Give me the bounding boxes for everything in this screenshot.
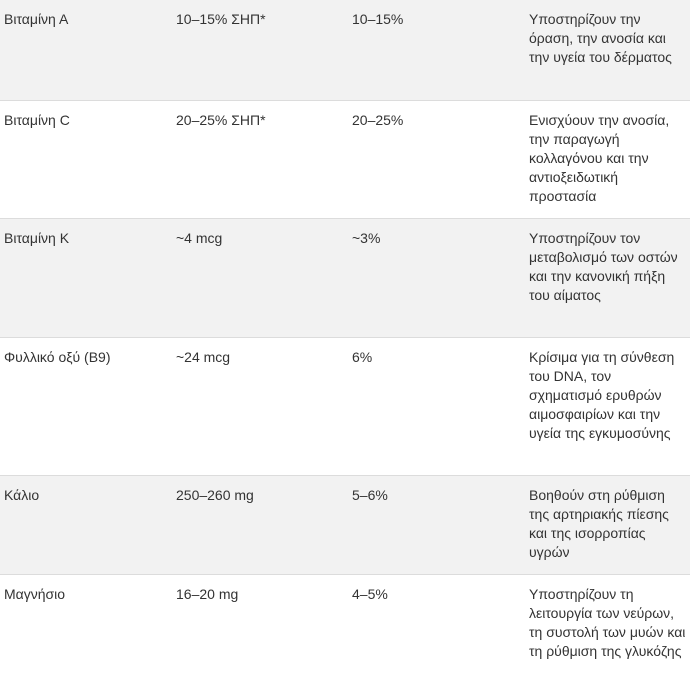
table-cell: 16–20 mg	[176, 585, 239, 602]
table-cell: ~24 mcg	[176, 348, 231, 365]
table-cell: 10–15% ΣΗΠ*	[176, 11, 266, 27]
table-cell: 250–260 mg	[176, 486, 254, 503]
table-cell: Κρίσιμα για τη σύνθεση του DNA, τον σχημ…	[529, 348, 675, 442]
table-cell: 20–25% ΣΗΠ*	[176, 111, 266, 128]
table-cell: Φυλλικό οξύ (B9)	[4, 348, 111, 365]
table-cell: Υποστηρίζουν τη λειτουργία των νεύρων, τ…	[529, 585, 686, 660]
table-cell: Βιταμίνη Α	[4, 11, 69, 27]
table-cell: 20–25%	[352, 111, 404, 128]
table-cell: ~3%	[352, 229, 381, 246]
table-row: Φυλλικό οξύ (B9) ~24 mcg 6% Κρίσιμα για τη …	[0, 337, 690, 475]
table-cell: 5–6%	[352, 486, 388, 503]
table-cell: Μαγνήσιο	[4, 585, 66, 602]
table-cell: Βοηθούν στη ρύθμιση της αρτηριακής πίεση…	[529, 486, 669, 561]
table-row: Κάλιο 250–260 mg 5–6% Βοηθούν στη ρύθμιση τ…	[0, 475, 690, 574]
table-cell: Υποστηρίζουν την όραση, την ανοσία και τ…	[529, 11, 672, 66]
table-cell: Υποστηρίζουν τον μεταβολισμό των οστών κ…	[529, 229, 678, 304]
table-cell: Βιταμίνη C	[4, 111, 70, 128]
table-row: Βιταμίνη C 20–25% ΣΗΠ* 20–25% Ενισχύουν την…	[0, 100, 690, 218]
table-row: Μαγνήσιο 16–20 mg 4–5% Υποστηρίζουν τη λειτ…	[0, 574, 690, 689]
table-cell: 10–15%	[352, 11, 404, 27]
table-cell: Βιταμίνη K	[4, 229, 70, 246]
table-row: Βιταμίνη K ~4 mcg ~3% Υποστηρίζουν τον μετα…	[0, 218, 690, 337]
table-cell: Ενισχύουν την ανοσία, την παραγωγή κολλα…	[529, 111, 670, 205]
table-cell: Κάλιο	[4, 486, 40, 503]
table-cell: ~4 mcg	[176, 229, 223, 246]
table-cell: 4–5%	[352, 585, 388, 602]
table-row: Βιταμίνη Α 10–15% ΣΗΠ* 10–15% Υποστηρίζουν …	[0, 0, 690, 100]
table-cell: 6%	[352, 348, 373, 365]
